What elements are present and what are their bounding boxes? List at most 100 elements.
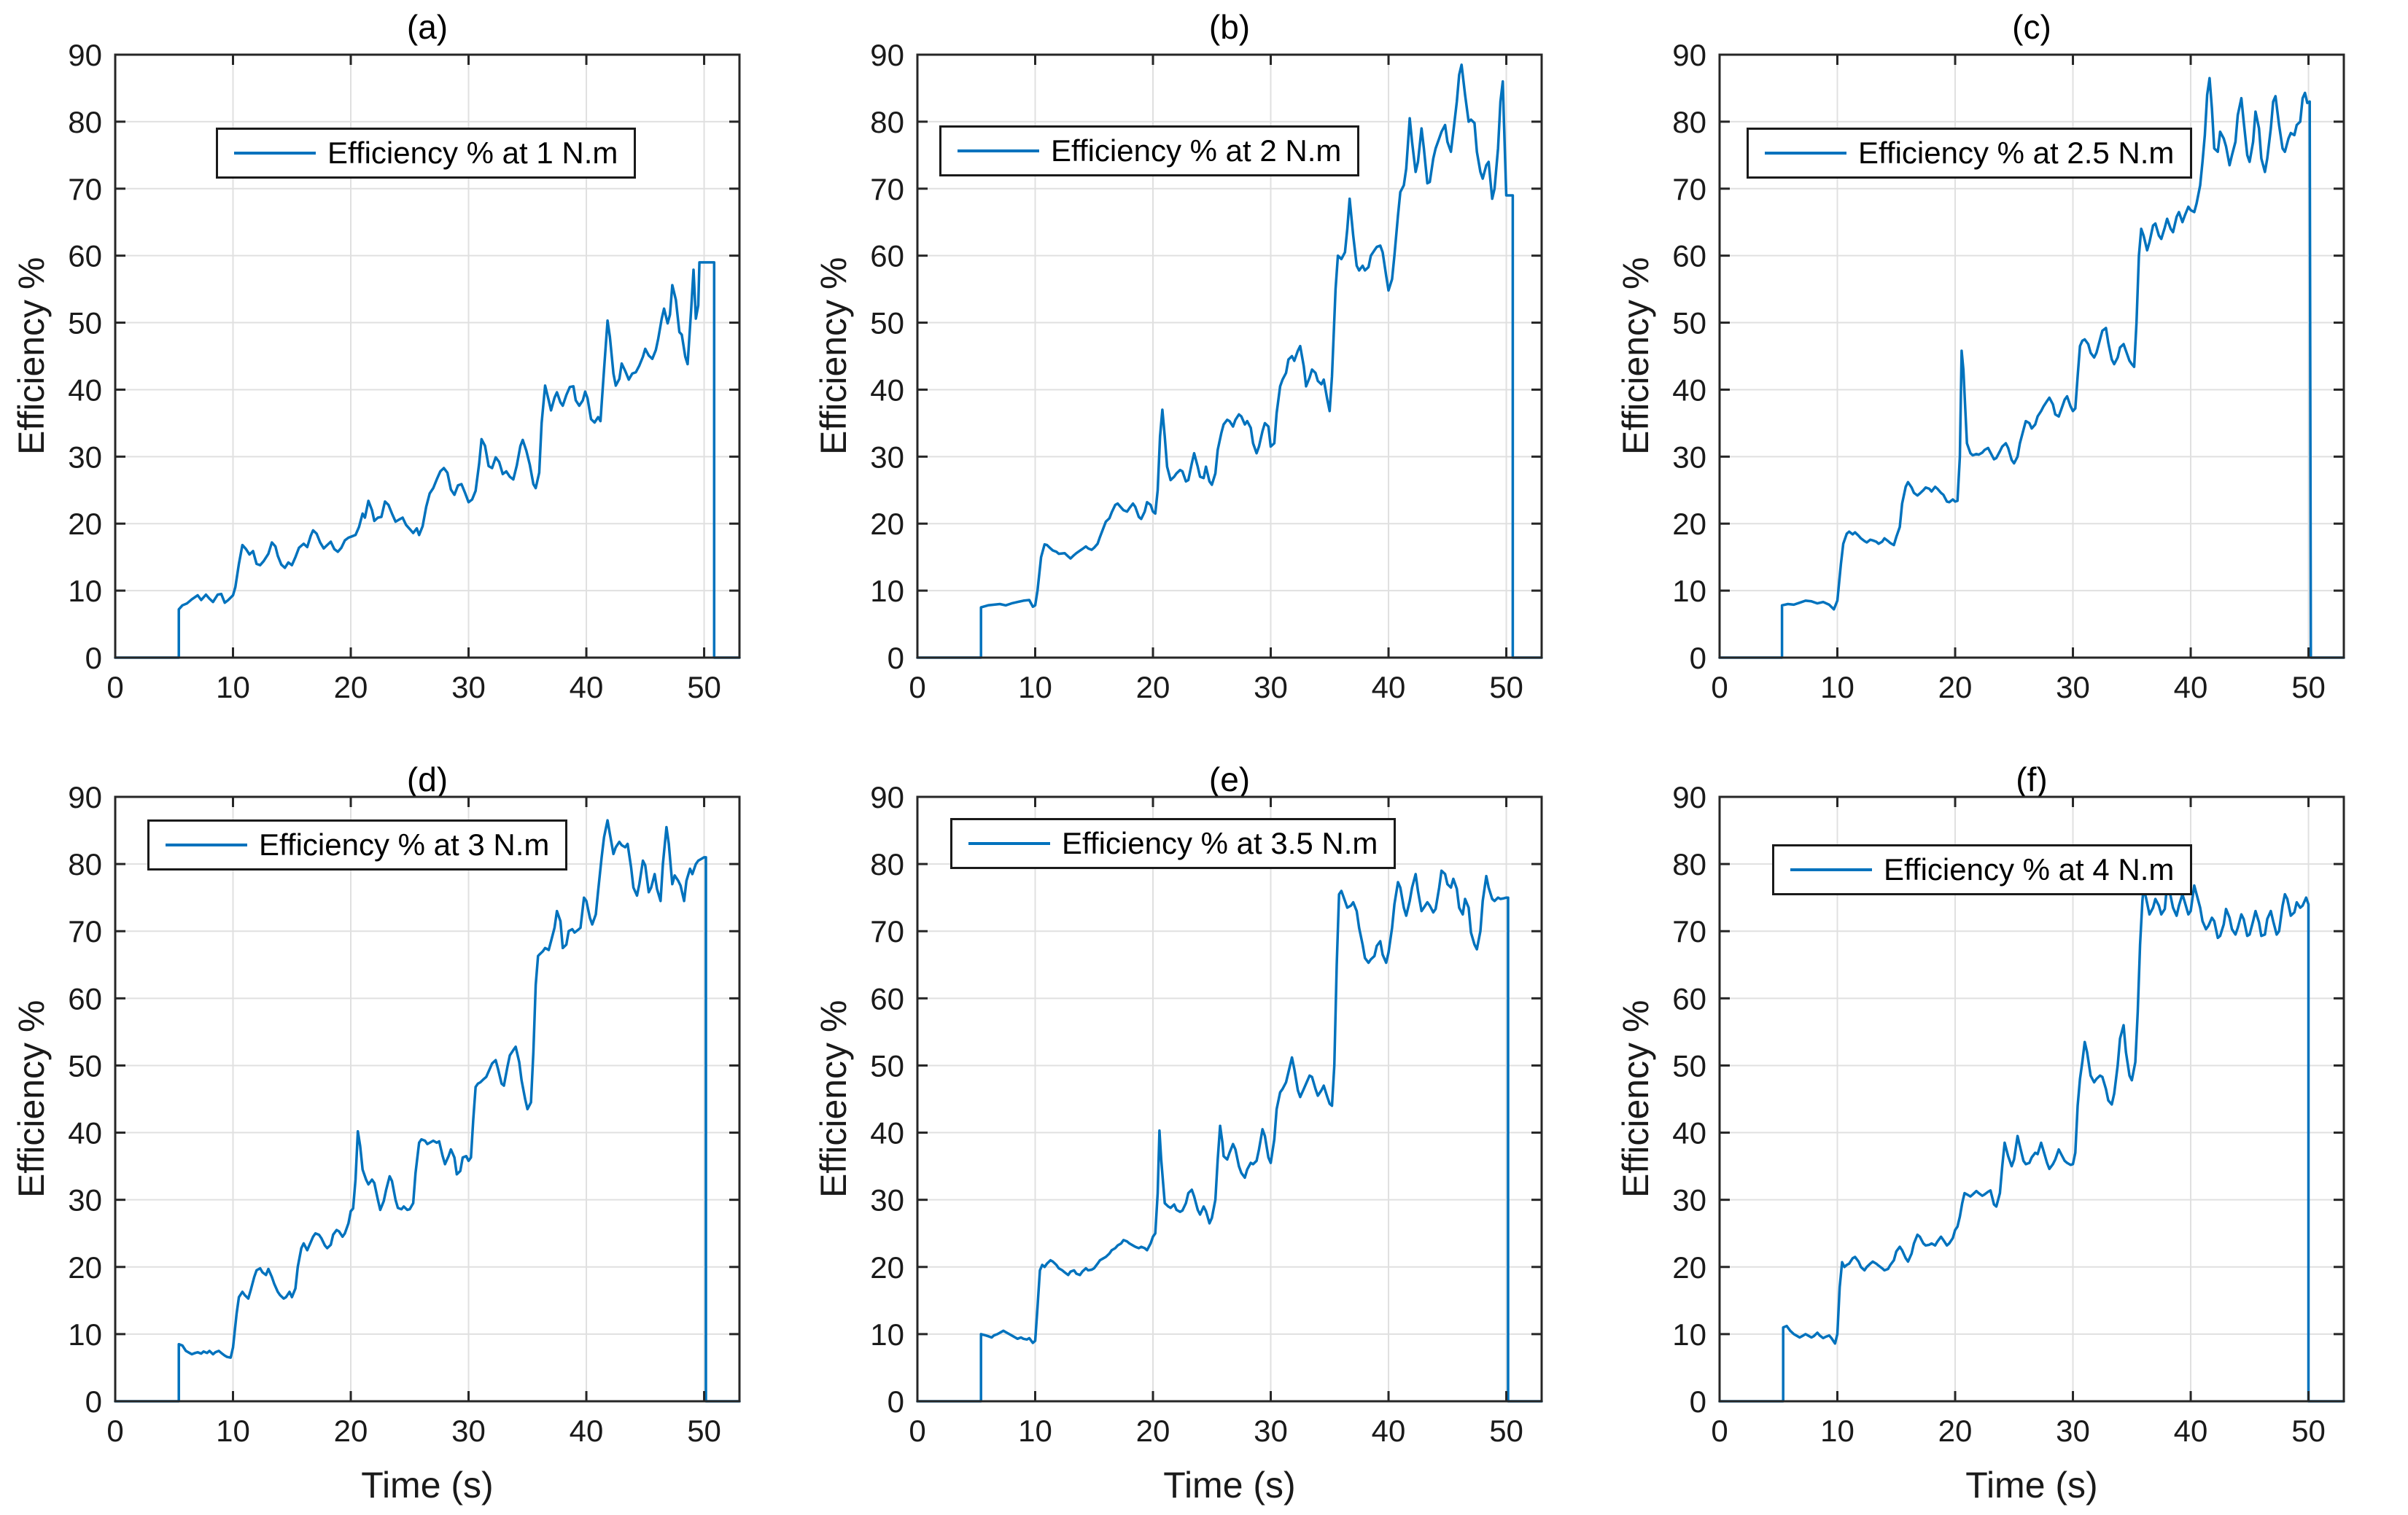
- y-tick-label: 0: [85, 641, 102, 675]
- legend-line-sample: [1790, 868, 1872, 871]
- y-tick-label: 50: [870, 1048, 904, 1083]
- x-tick-label: 40: [570, 670, 604, 704]
- grid-lines: [917, 55, 1542, 658]
- y-tick-label: 0: [85, 1384, 102, 1419]
- legend-label: Efficiency % at 2 N.m: [1051, 133, 1342, 168]
- axes-frame: [114, 795, 741, 1403]
- x-tick-label: 30: [2056, 1414, 2090, 1448]
- legend-line-sample: [234, 152, 316, 155]
- y-tick-label: 10: [68, 574, 102, 608]
- y-tick-label: 40: [68, 1116, 102, 1150]
- y-tick-label: 30: [68, 440, 102, 474]
- x-tick-label: 20: [334, 670, 368, 704]
- y-tick-label: 70: [1672, 914, 1706, 949]
- y-tick-label: 30: [1672, 440, 1706, 474]
- subplot-a: (a) Efficiency % 0 10 20 30 40 50 0 10 20 30 40 50 6…: [0, 0, 802, 758]
- y-tick-label: 80: [870, 847, 904, 881]
- x-tick-label: 50: [1489, 670, 1523, 704]
- axes-frame: [1718, 795, 2345, 1403]
- y-tick-label: 80: [68, 847, 102, 881]
- tick-labels: 0 10 20 30 40 50 0 10 20 30 40 50 60 70 80 90: [1672, 780, 2326, 1448]
- x-tick-label: 50: [687, 670, 721, 704]
- tick-labels: 0 10 20 30 40 50 0 10 20 30 40 50 60 70 80 90: [68, 780, 721, 1448]
- x-tick-label: 40: [2174, 670, 2208, 704]
- y-tick-label: 0: [1690, 1384, 1706, 1419]
- subplot-c: (c) Efficiency % 0 10 20 30 40 50 0 10 20 30 40 50 6…: [1604, 0, 2407, 758]
- x-tick-label: 20: [1136, 670, 1170, 704]
- y-tick-label: 30: [870, 440, 904, 474]
- y-tick-label: 20: [870, 507, 904, 541]
- axes-frame: [1718, 53, 2345, 659]
- tick-labels: 0 10 20 30 40 50 0 10 20 30 40 50 60 70 80 90: [870, 780, 1523, 1448]
- y-tick-label: 70: [870, 172, 904, 206]
- grid-lines: [917, 797, 1542, 1401]
- subplot-b: (b) Efficiency % 0 10 20 30 40 50 0 10 20 30 40 50 6…: [802, 0, 1604, 758]
- x-tick-label: 50: [687, 1414, 721, 1448]
- y-tick-label: 80: [1672, 847, 1706, 881]
- y-tick-label: 10: [68, 1317, 102, 1352]
- y-tick-label: 80: [870, 105, 904, 139]
- y-tick-label: 10: [870, 1317, 904, 1352]
- y-tick-label: 0: [888, 1384, 904, 1419]
- y-tick-label: 30: [870, 1183, 904, 1218]
- tick-marks: [916, 795, 1542, 1403]
- y-tick-label: 20: [1672, 1250, 1706, 1285]
- x-tick-label: 30: [451, 1414, 486, 1448]
- y-tick-label: 80: [68, 105, 102, 139]
- y-tick-label: 40: [68, 373, 102, 407]
- legend-line-sample: [166, 844, 247, 846]
- x-tick-label: 0: [106, 670, 123, 704]
- y-tick-label: 50: [68, 306, 102, 340]
- subplot-a-title: (a): [406, 8, 448, 46]
- subplot-c-legend-box: Efficiency % at 2.5 N.m: [1747, 128, 2193, 179]
- legend-line-sample: [958, 149, 1039, 152]
- y-tick-label: 20: [68, 507, 102, 541]
- y-tick-label: 90: [870, 780, 904, 814]
- y-tick-label: 70: [870, 914, 904, 949]
- efficiency-curve: [1718, 882, 2345, 1403]
- subplot-e-title: (e): [1208, 760, 1251, 798]
- x-tick-label: 10: [1018, 670, 1052, 704]
- y-tick-label: 50: [68, 1048, 102, 1083]
- legend-label: Efficiency % at 1 N.m: [327, 136, 618, 170]
- x-tick-label: 20: [334, 1414, 368, 1448]
- y-tick-label: 0: [888, 641, 904, 675]
- tick-marks: [1718, 795, 2344, 1403]
- y-tick-label: 40: [870, 373, 904, 407]
- legend-label: Efficiency % at 2.5 N.m: [1858, 136, 2175, 170]
- subplot-d-legend-box: Efficiency % at 3 N.m: [147, 819, 568, 871]
- x-tick-label: 40: [570, 1414, 604, 1448]
- y-tick-label: 90: [68, 38, 102, 72]
- x-tick-label: 20: [1136, 1414, 1170, 1448]
- x-tick-label: 0: [909, 670, 925, 704]
- tick-marks: [916, 53, 1542, 659]
- tick-labels: 0 10 20 30 40 50 0 10 20 30 40 50 60 70 80 90: [68, 38, 721, 704]
- subplot-d-plot-area: 0 10 20 30 40 50 0 10 20 30 40 50 60 70 80 90: [68, 780, 741, 1448]
- legend-label: Efficiency % at 3.5 N.m: [1062, 826, 1378, 860]
- x-tick-label: 0: [909, 1414, 925, 1448]
- y-tick-label: 90: [870, 38, 904, 72]
- legend-label: Efficiency % at 4 N.m: [1884, 852, 2175, 887]
- x-tick-label: 40: [2174, 1414, 2208, 1448]
- y-tick-label: 40: [1672, 373, 1706, 407]
- y-tick-label: 50: [1672, 1048, 1706, 1083]
- tick-marks: [114, 53, 739, 659]
- subplot-b-title: (b): [1208, 8, 1251, 46]
- x-tick-label: 50: [1489, 1414, 1523, 1448]
- legend-label: Efficiency % at 3 N.m: [259, 827, 550, 862]
- x-tick-label: 10: [1820, 1414, 1854, 1448]
- x-tick-label: 40: [1372, 670, 1406, 704]
- tick-marks: [1718, 53, 2344, 659]
- y-tick-label: 70: [1672, 172, 1706, 206]
- subplot-f-title: (f): [2016, 760, 2048, 798]
- x-tick-label: 30: [1254, 670, 1288, 704]
- subplot-e-legend-box: Efficiency % at 3.5 N.m: [950, 818, 1397, 869]
- y-tick-label: 50: [1672, 306, 1706, 340]
- subplot-b-plot-area: 0 10 20 30 40 50 0 10 20 30 40 50 60 70 80 90: [870, 38, 1543, 704]
- efficiency-curve: [916, 869, 1543, 1403]
- subplot-c-title: (c): [2012, 8, 2051, 46]
- y-tick-label: 60: [870, 239, 904, 273]
- y-tick-label: 30: [1672, 1183, 1706, 1218]
- legend-line-sample: [1765, 152, 1846, 155]
